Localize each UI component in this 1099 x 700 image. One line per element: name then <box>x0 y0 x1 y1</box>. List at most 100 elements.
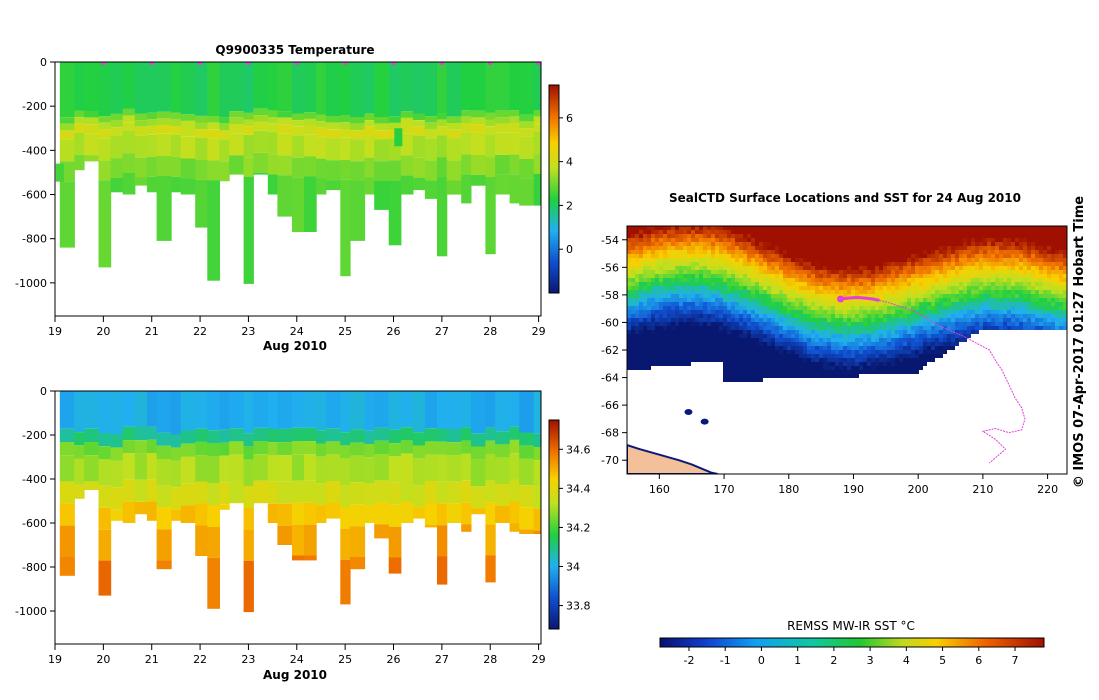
sst-pixel <box>779 306 783 310</box>
sst-pixel <box>999 290 1003 294</box>
sst-pixel <box>951 262 955 266</box>
sst-pixel <box>747 306 751 310</box>
sst-pixel <box>723 378 727 382</box>
sst-pixel <box>1043 278 1047 282</box>
longitude-tick-label: 220 <box>1037 483 1058 496</box>
salinity-cell <box>219 482 230 505</box>
sst-pixel <box>931 294 935 298</box>
salinity-cell <box>243 508 254 530</box>
sst-pixel <box>727 362 731 366</box>
sst-pixel <box>827 358 831 362</box>
sst-pixel <box>887 290 891 294</box>
sst-pixel <box>799 278 803 282</box>
temperature-cell <box>292 126 305 136</box>
sst-pixel <box>807 254 811 258</box>
sst-pixel <box>1039 242 1043 246</box>
sst-pixel <box>735 314 739 318</box>
temperature-cell <box>533 154 541 174</box>
temperature-cell <box>509 110 520 117</box>
sst-pixel <box>831 246 835 250</box>
sst-pixel <box>847 310 851 314</box>
sst-pixel <box>823 266 827 270</box>
sst-pixel <box>651 346 655 350</box>
sst-pixel <box>699 274 703 278</box>
sst-pixel <box>1055 246 1059 250</box>
sst-pixel <box>827 270 831 274</box>
salinity-cell <box>253 441 269 455</box>
sst-pixel <box>767 278 771 282</box>
sst-pixel <box>915 306 919 310</box>
sst-pixel <box>671 314 675 318</box>
sst-pixel <box>883 318 887 322</box>
sst-pixel <box>871 238 875 242</box>
sst-pixel <box>743 322 747 326</box>
sst-pixel <box>743 330 747 334</box>
temperature-cell <box>325 122 341 130</box>
salinity-cell <box>485 391 496 428</box>
sst-pixel <box>979 274 983 278</box>
surface-marker <box>391 62 396 66</box>
sst-pixel <box>939 310 943 314</box>
sst-pixel <box>787 246 791 250</box>
sst-pixel <box>927 350 931 354</box>
salinity-y-tick-label: 0 <box>40 385 47 398</box>
sst-pixel <box>671 234 675 238</box>
sst-pixel <box>735 294 739 298</box>
sst-pixel <box>779 338 783 342</box>
sst-pixel <box>995 298 999 302</box>
sst-pixel <box>763 306 767 310</box>
sst-pixel <box>695 246 699 250</box>
sst-pixel <box>871 322 875 326</box>
sst-pixel <box>859 294 863 298</box>
sst-pixel <box>627 322 631 326</box>
sst-pixel <box>855 330 859 334</box>
sst-pixel <box>787 266 791 270</box>
sst-pixel <box>675 286 679 290</box>
sst-pixel <box>703 350 707 354</box>
sst-pixel <box>1063 326 1067 330</box>
sst-pixel <box>919 354 923 358</box>
sst-pixel <box>819 354 823 358</box>
sst-pixel <box>1011 294 1015 298</box>
sst-pixel <box>655 330 659 334</box>
sst-pixel <box>895 282 899 286</box>
sst-pixel <box>779 286 783 290</box>
salinity-cell <box>388 443 402 457</box>
sst-pixel <box>747 298 751 302</box>
sst-pixel <box>1003 278 1007 282</box>
sst-pixel <box>883 346 887 350</box>
sst-pixel <box>775 342 779 346</box>
sst-pixel <box>643 286 647 290</box>
sst-pixel <box>839 226 843 230</box>
sst-pixel <box>715 326 719 330</box>
sst-pixel <box>743 362 747 366</box>
sst-pixel <box>831 226 835 230</box>
sst-pixel <box>971 250 975 254</box>
sst-pixel <box>1007 306 1011 310</box>
salinity-cell <box>325 441 341 455</box>
sst-pixel <box>835 250 839 254</box>
sst-pixel <box>747 238 751 242</box>
sst-pixel <box>1023 326 1027 330</box>
sst-pixel <box>839 354 843 358</box>
sst-pixel <box>719 302 723 306</box>
sst-pixel <box>931 298 935 302</box>
sst-pixel <box>1047 310 1051 314</box>
sst-pixel <box>967 266 971 270</box>
sst-pixel <box>651 274 655 278</box>
salinity-cell <box>134 479 148 502</box>
temperature-cell <box>424 180 438 199</box>
sst-pixel <box>715 234 719 238</box>
temperature-cell <box>122 153 136 173</box>
sst-pixel <box>815 354 819 358</box>
sst-pixel <box>1059 314 1063 318</box>
sst-pixel <box>911 258 915 262</box>
sst-pixel <box>795 358 799 362</box>
sst-pixel <box>1011 242 1015 246</box>
sst-pixel <box>679 270 683 274</box>
sst-pixel <box>859 250 863 254</box>
sst-pixel <box>815 290 819 294</box>
sst-pixel <box>775 370 779 374</box>
sst-pixel <box>979 278 983 282</box>
salinity-cell <box>110 509 124 521</box>
